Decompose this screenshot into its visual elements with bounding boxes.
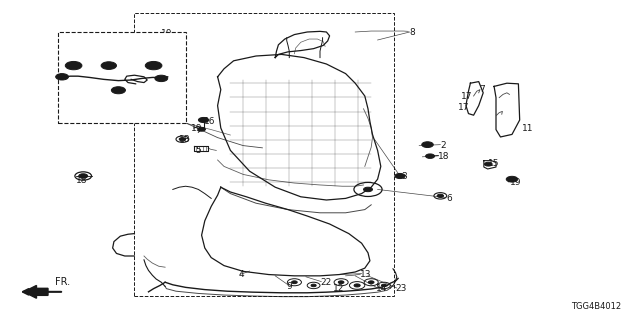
Text: TGG4B4012: TGG4B4012 xyxy=(571,302,621,311)
Circle shape xyxy=(79,174,88,178)
Bar xyxy=(134,13,394,296)
Text: 15: 15 xyxy=(488,159,499,168)
Circle shape xyxy=(198,127,205,131)
Text: 11: 11 xyxy=(522,124,533,132)
Text: 5: 5 xyxy=(195,146,201,155)
Text: 17: 17 xyxy=(458,103,469,112)
Circle shape xyxy=(506,176,518,182)
Circle shape xyxy=(426,154,435,158)
Text: 3: 3 xyxy=(401,172,407,181)
Text: 17: 17 xyxy=(461,92,472,100)
Text: 1: 1 xyxy=(157,55,163,64)
Text: 20: 20 xyxy=(64,60,76,68)
Text: 19: 19 xyxy=(510,178,522,187)
Circle shape xyxy=(111,87,125,94)
Text: 13: 13 xyxy=(360,270,372,279)
Bar xyxy=(58,32,186,123)
Text: 21: 21 xyxy=(104,55,116,64)
Circle shape xyxy=(484,162,492,166)
Circle shape xyxy=(198,117,209,123)
Text: 9: 9 xyxy=(287,282,292,291)
Circle shape xyxy=(292,281,297,284)
Text: 2: 2 xyxy=(440,141,446,150)
Circle shape xyxy=(311,284,316,287)
Circle shape xyxy=(437,194,444,197)
Circle shape xyxy=(364,187,372,192)
Text: 7: 7 xyxy=(479,85,484,94)
Circle shape xyxy=(369,281,374,284)
Circle shape xyxy=(179,138,186,141)
Text: 16: 16 xyxy=(204,117,215,126)
Text: 21: 21 xyxy=(152,74,164,83)
Circle shape xyxy=(339,281,344,284)
Text: 21: 21 xyxy=(114,86,125,95)
Text: 14: 14 xyxy=(376,284,387,293)
Circle shape xyxy=(422,142,433,148)
Text: FR.: FR. xyxy=(55,276,70,287)
Circle shape xyxy=(395,173,405,179)
Circle shape xyxy=(101,62,116,69)
Text: 4: 4 xyxy=(238,270,244,279)
Text: 6: 6 xyxy=(446,194,452,203)
FancyArrow shape xyxy=(24,285,48,298)
Text: 22: 22 xyxy=(320,278,332,287)
Text: 18: 18 xyxy=(76,176,87,185)
Circle shape xyxy=(65,61,82,70)
Text: 19: 19 xyxy=(191,124,202,133)
Text: 8: 8 xyxy=(410,28,415,36)
Circle shape xyxy=(354,284,360,287)
Circle shape xyxy=(381,284,387,287)
Text: 18: 18 xyxy=(179,135,190,144)
Text: 12: 12 xyxy=(333,284,345,293)
Text: 10: 10 xyxy=(161,29,173,38)
Text: 18: 18 xyxy=(438,152,450,161)
Circle shape xyxy=(56,74,68,80)
Circle shape xyxy=(145,61,162,70)
Circle shape xyxy=(155,75,168,82)
Text: 23: 23 xyxy=(395,284,406,293)
